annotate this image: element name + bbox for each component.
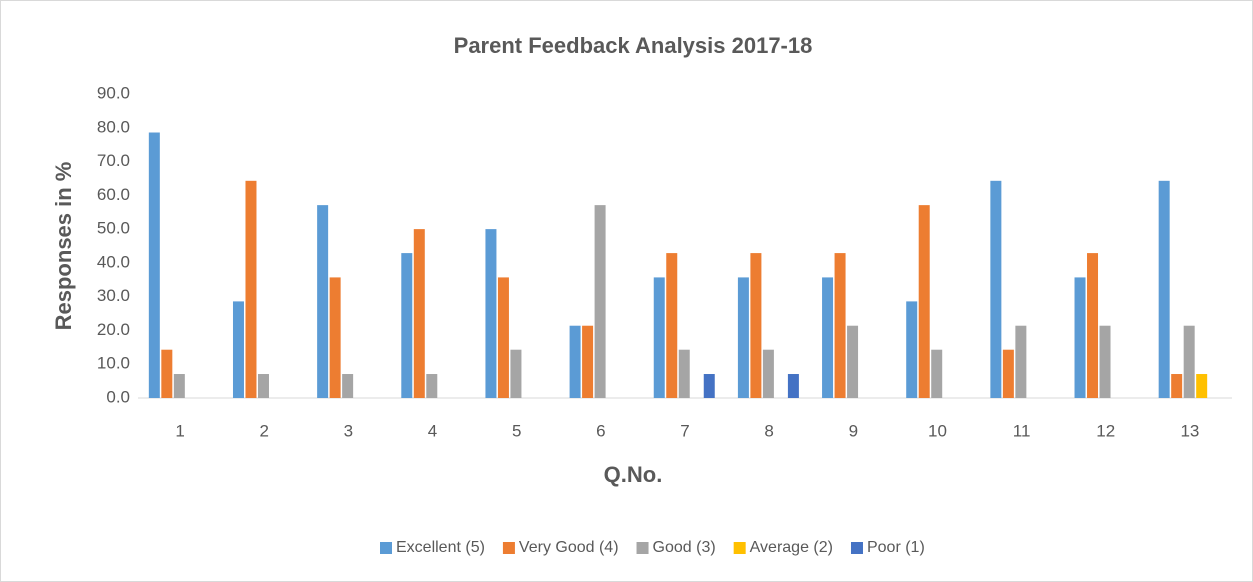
bar <box>762 349 774 398</box>
y-tick-label: 10.0 <box>97 354 130 373</box>
y-tick-label: 20.0 <box>97 320 130 339</box>
legend-swatch <box>502 542 515 554</box>
legend-swatch <box>380 542 392 554</box>
x-tick-label: 3 <box>344 421 353 440</box>
x-tick-label: 13 <box>1180 421 1199 440</box>
bar <box>1099 325 1111 398</box>
bar <box>1087 253 1099 398</box>
legend-swatch <box>733 542 746 554</box>
bar <box>413 229 425 398</box>
bar <box>485 229 497 398</box>
chart-title: Parent Feedback Analysis 2017-18 <box>454 33 813 58</box>
legend-swatch <box>636 542 649 554</box>
bar <box>703 374 715 398</box>
y-tick-label: 50.0 <box>97 219 130 238</box>
bar <box>787 374 799 398</box>
x-tick-label: 11 <box>1013 421 1031 440</box>
bar <box>161 349 173 398</box>
bar <box>245 180 257 398</box>
x-tick-label: 4 <box>428 421 437 440</box>
bar <box>737 277 749 398</box>
bar <box>342 374 354 398</box>
bar <box>834 253 846 398</box>
bar <box>822 277 834 398</box>
x-tick-label: 12 <box>1096 421 1115 440</box>
x-tick-label: 2 <box>259 421 268 440</box>
bar <box>1074 277 1086 398</box>
x-tick-label: 8 <box>764 421 773 440</box>
legend-label: Very Good (4) <box>519 539 619 556</box>
bar <box>317 205 329 398</box>
bar <box>510 349 522 398</box>
bar <box>232 301 244 398</box>
y-tick-label: 30.0 <box>97 286 130 305</box>
bar <box>1158 180 1170 398</box>
bar <box>666 253 678 398</box>
bar <box>401 253 413 398</box>
y-tick-label: 90.0 <box>97 83 130 102</box>
bar <box>594 205 606 398</box>
x-axis-title: Q.No. <box>604 462 663 487</box>
y-axis-title: Responses in % <box>51 162 76 331</box>
bar <box>569 325 581 398</box>
bar <box>1196 374 1208 398</box>
y-tick-label: 70.0 <box>97 151 130 170</box>
x-tick-label: 1 <box>175 421 184 440</box>
bar <box>750 253 762 398</box>
x-tick-label: 10 <box>928 421 947 440</box>
y-tick-label: 40.0 <box>97 252 130 271</box>
bar <box>257 374 269 398</box>
bar <box>1002 349 1014 398</box>
bar <box>990 180 1002 398</box>
bar <box>148 132 160 399</box>
y-tick-label: 60.0 <box>97 185 130 204</box>
bar <box>426 374 438 398</box>
legend-label: Excellent (5) <box>396 539 485 556</box>
bar <box>918 205 930 398</box>
x-tick-label: 5 <box>512 421 521 440</box>
bar <box>653 277 665 398</box>
legend-label: Poor (1) <box>867 539 925 556</box>
x-tick-label: 7 <box>680 421 689 440</box>
bar <box>497 277 509 398</box>
y-tick-label: 80.0 <box>97 117 130 136</box>
bar <box>931 349 943 398</box>
bar <box>906 301 918 398</box>
y-tick-label: 0.0 <box>106 387 130 406</box>
bar <box>847 325 859 398</box>
legend-label: Good (3) <box>653 539 716 556</box>
x-tick-label: 6 <box>596 421 605 440</box>
legend-swatch <box>850 542 863 554</box>
bar <box>582 325 594 398</box>
x-tick-label: 9 <box>849 421 858 440</box>
legend-label: Average (2) <box>750 539 833 556</box>
bar <box>329 277 341 398</box>
bar <box>173 374 185 398</box>
bar <box>678 349 690 398</box>
bar <box>1015 325 1027 398</box>
bar <box>1171 374 1183 398</box>
bar <box>1183 325 1195 398</box>
